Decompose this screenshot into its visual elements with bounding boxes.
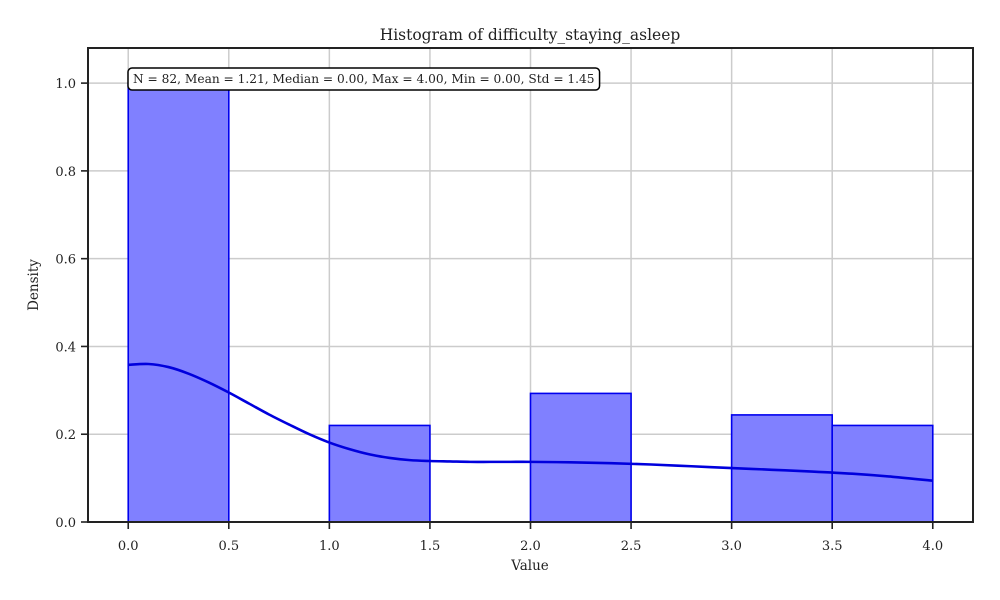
- stats-box: [127, 67, 601, 91]
- histogram-bar-4: [529, 392, 632, 523]
- kde-line: [128, 362, 933, 483]
- y-axis-ticks: 0.0 0.2 0.4 0.6 0.8 1.0: [55, 77, 88, 531]
- stats-annotation: N = 82, Mean = 1.21, Median = 0.00, Max …: [127, 67, 601, 91]
- chart-title: Histogram of difficulty_staying_asleep: [380, 26, 681, 44]
- x-tick-label-0: 0.0: [118, 539, 139, 554]
- x-tick-label-5: 2.5: [621, 539, 642, 554]
- x-tick-label-3: 1.5: [420, 539, 441, 554]
- histogram-bar-0: [127, 82, 230, 523]
- y-axis-label: Density: [26, 259, 42, 311]
- x-tick-label-7: 3.5: [822, 539, 843, 554]
- x-tick-label-4: 2.0: [520, 539, 541, 554]
- stats-text: N = 82, Mean = 1.21, Median = 0.00, Max …: [133, 72, 595, 86]
- y-tick-label-0: 0.0: [55, 516, 76, 531]
- kde-curve-group: [128, 362, 933, 483]
- x-axis-ticks: 0.0 0.5 1.0 1.5 2.0 2.5 3.0 3.5 4.0: [118, 522, 943, 554]
- x-tick-label-6: 3.0: [721, 539, 742, 554]
- y-tick-label-3: 0.6: [55, 253, 76, 268]
- x-tick-label-1: 0.5: [218, 539, 239, 554]
- histogram-bars: [127, 82, 934, 523]
- x-axis-label: Value: [510, 558, 549, 574]
- x-tick-label-8: 4.0: [922, 539, 943, 554]
- histogram-bar-2: [328, 424, 431, 523]
- x-tick-label-2: 1.0: [319, 539, 340, 554]
- y-tick-label-4: 0.8: [55, 165, 76, 180]
- y-tick-label-1: 0.2: [55, 428, 76, 443]
- y-tick-label-2: 0.4: [55, 340, 76, 355]
- y-tick-label-5: 1.0: [55, 77, 76, 92]
